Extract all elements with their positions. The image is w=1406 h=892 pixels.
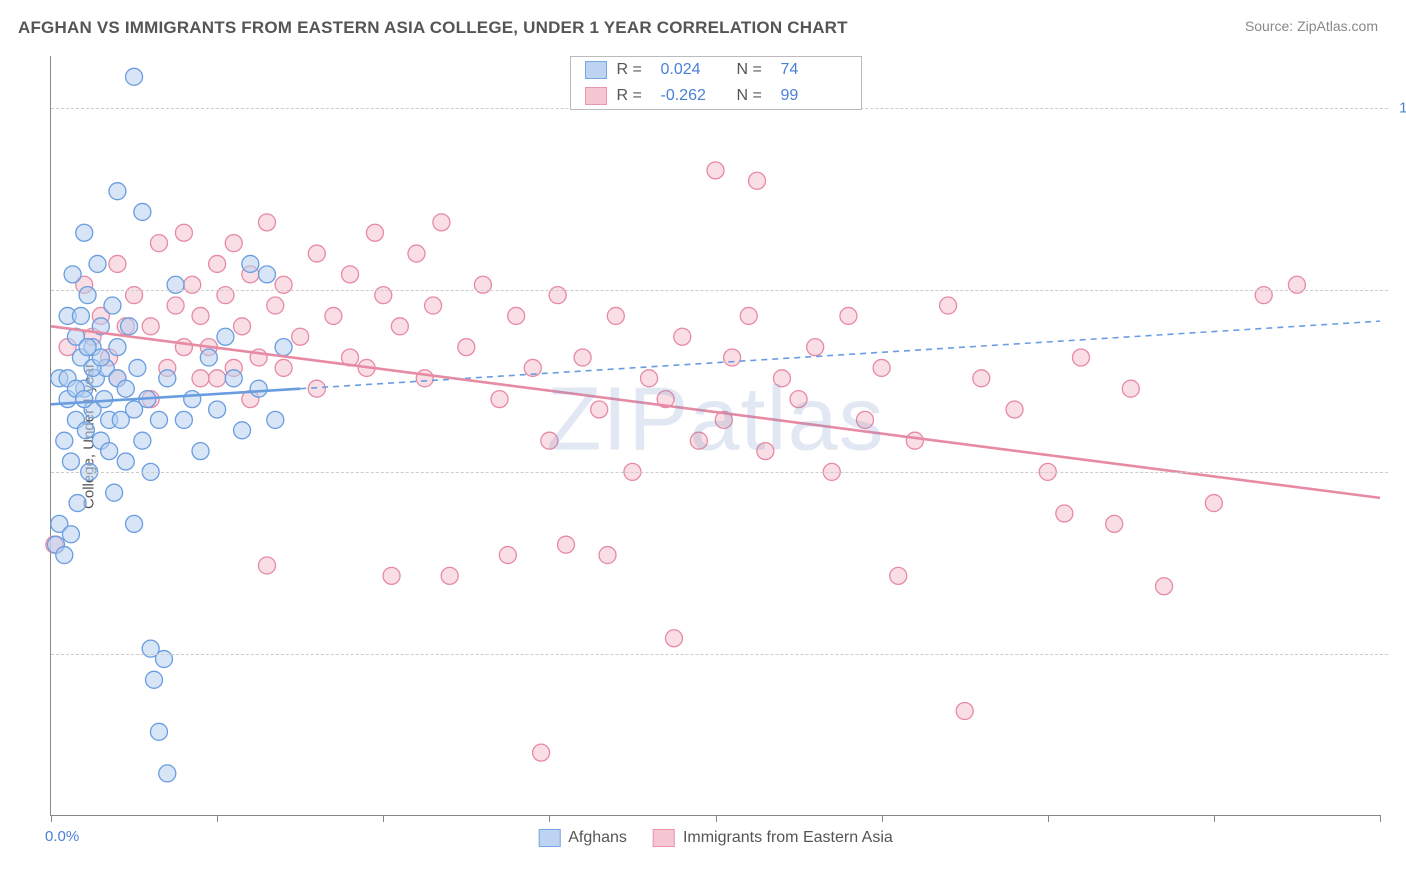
r-value-b: -0.262 [661,87,727,105]
source-attribution: Source: ZipAtlas.com [1245,18,1378,34]
chart-area: College, Under 1 year R = 0.024 N = 74 R… [50,56,1380,816]
gridline-h [51,654,1388,655]
swatch-a-bottom [538,829,560,847]
x-tick [1048,815,1049,822]
y-tick-label: 65.0% [1386,463,1406,480]
x-tick [51,815,52,822]
trend-layer [51,56,1380,815]
chart-title: AFGHAN VS IMMIGRANTS FROM EASTERN ASIA C… [18,18,848,38]
legend-item-b: Immigrants from Eastern Asia [653,829,893,847]
plot-region: R = 0.024 N = 74 R = -0.262 N = 99 ZIPat… [50,56,1380,816]
x-tick [1214,815,1215,822]
correlation-legend: R = 0.024 N = 74 R = -0.262 N = 99 [570,56,862,110]
swatch-a [585,61,607,79]
x-tick [549,815,550,822]
swatch-b [585,87,607,105]
r-value-a: 0.024 [661,61,727,79]
n-value-b: 99 [781,87,847,105]
swatch-b-bottom [653,829,675,847]
x-tick [882,815,883,822]
y-tick-label: 100.0% [1386,99,1406,116]
gridline-h [51,290,1388,291]
trend-line-solid [51,389,300,405]
x-tick [716,815,717,822]
n-value-a: 74 [781,61,847,79]
legend-row-b: R = -0.262 N = 99 [571,83,861,109]
x-tick [1380,815,1381,822]
y-tick-label: 47.5% [1386,645,1406,662]
x-min-label: 0.0% [45,828,79,845]
x-tick [383,815,384,822]
legend-item-a: Afghans [538,829,627,847]
series-legend: Afghans Immigrants from Eastern Asia [538,829,893,847]
legend-row-a: R = 0.024 N = 74 [571,57,861,83]
x-tick [217,815,218,822]
y-tick-label: 82.5% [1386,281,1406,298]
gridline-h [51,472,1388,473]
